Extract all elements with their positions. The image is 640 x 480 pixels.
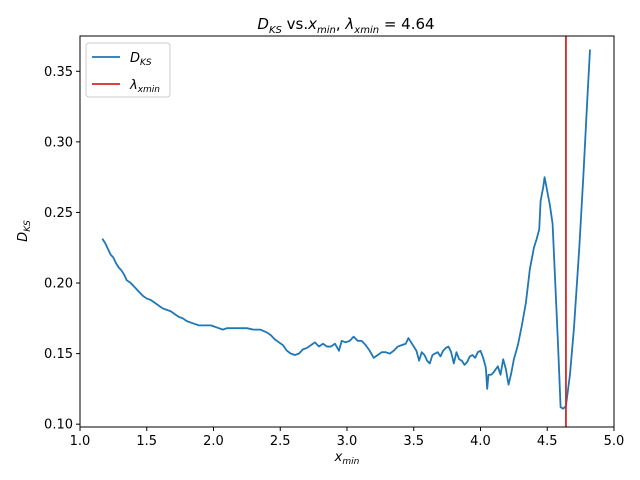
x-tick-label: 5.0 [604, 434, 625, 449]
x-tick-label: 3.5 [403, 434, 424, 449]
legend-label-lambda: λxmin [129, 78, 160, 95]
x-axis-ticks: 1.0 1.5 2.0 2.5 3.0 3.5 4.0 4.5 5.0 [70, 427, 625, 449]
y-tick-label: 0.30 [44, 135, 73, 150]
x-tick-label: 2.0 [203, 434, 224, 449]
x-tick-label: 4.0 [470, 434, 491, 449]
y-axis-ticks: 0.10 0.15 0.20 0.25 0.30 0.35 [44, 65, 80, 433]
x-axis-label: xmin [334, 450, 360, 467]
legend-label-dks: DKS [130, 51, 152, 68]
y-axis-label: DKS [16, 220, 33, 242]
x-tick-label: 4.5 [537, 434, 558, 449]
plot-area [101, 36, 591, 427]
y-tick-label: 0.25 [44, 206, 73, 221]
x-tick-label: 1.5 [136, 434, 157, 449]
x-tick-label: 1.0 [70, 434, 91, 449]
x-tick-label: 2.5 [270, 434, 291, 449]
y-tick-label: 0.35 [44, 65, 73, 80]
x-tick-label: 3.0 [337, 434, 358, 449]
y-tick-label: 0.10 [44, 418, 73, 433]
series-line-dks [101, 49, 591, 410]
legend: DKS λxmin [85, 42, 171, 98]
y-tick-label: 0.20 [44, 277, 73, 292]
axes-frame [79, 35, 615, 428]
chart-title: DKS vs.xmin, λxmin = 4.64 [257, 15, 434, 36]
y-tick-label: 0.15 [44, 347, 73, 362]
